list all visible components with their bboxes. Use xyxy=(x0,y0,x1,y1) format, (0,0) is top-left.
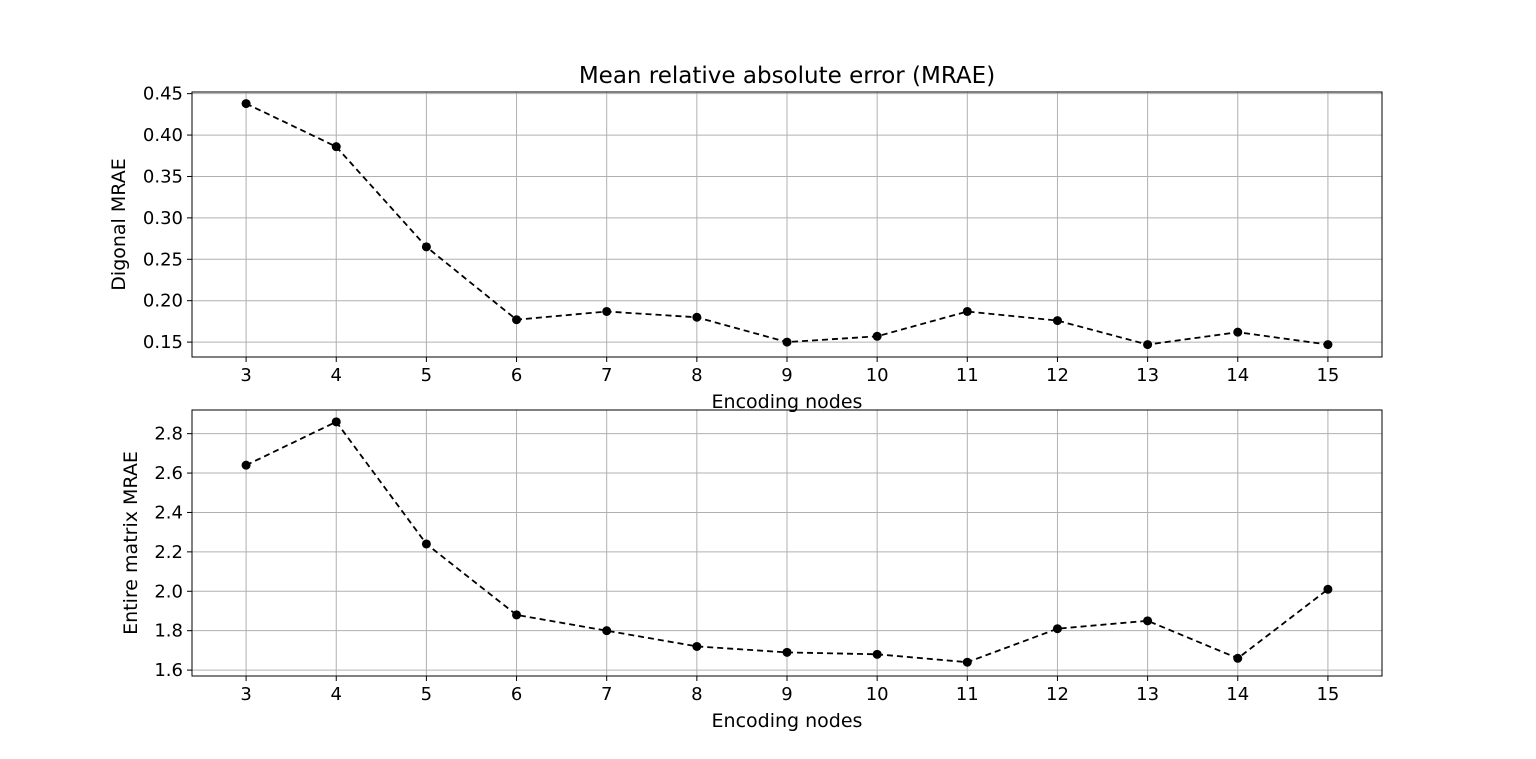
chart-title: Mean relative absolute error (MRAE) xyxy=(579,63,995,89)
series-group xyxy=(241,417,1333,667)
x-tick-label: 11 xyxy=(956,365,979,386)
grid-lines xyxy=(192,92,1382,357)
data-point xyxy=(1052,316,1062,326)
x-tick-label: 12 xyxy=(1046,684,1069,705)
data-point xyxy=(602,306,612,316)
data-point xyxy=(331,417,341,427)
data-point xyxy=(872,649,882,659)
x-tick-label: 12 xyxy=(1046,365,1069,386)
series-group xyxy=(241,99,1333,350)
data-point xyxy=(872,331,882,341)
grid-lines xyxy=(192,410,1382,676)
data-point xyxy=(331,142,341,152)
data-point xyxy=(421,242,431,252)
y-tick-label: 0.25 xyxy=(143,249,183,270)
y-tick-label: 2.6 xyxy=(154,463,183,484)
x-tick-label: 8 xyxy=(691,365,702,386)
x-tick-label: 14 xyxy=(1226,684,1249,705)
data-point xyxy=(1052,624,1062,634)
data-point xyxy=(692,641,702,651)
x-tick-label: 13 xyxy=(1136,365,1159,386)
axes-frame xyxy=(191,91,1383,358)
y-tick-label: 0.40 xyxy=(143,125,183,146)
x-tick-label: 13 xyxy=(1136,684,1159,705)
x-tick-label: 4 xyxy=(331,684,342,705)
x-tick-label: 6 xyxy=(511,365,522,386)
x-tick-label: 7 xyxy=(601,365,612,386)
plot-entire-matrix-mrae: 3 4 5 6 7 8 9 10 11 12 13 14 15 1.6 1.8 2.0 2.2 2.4 2.6 2.8… xyxy=(120,409,1383,732)
x-tick-label: 15 xyxy=(1316,365,1339,386)
x-tick-label: 11 xyxy=(956,684,979,705)
data-point xyxy=(1233,327,1243,337)
x-tick-label: 14 xyxy=(1226,365,1249,386)
x-tick-label: 10 xyxy=(866,365,889,386)
x-axis-label: Encoding nodes xyxy=(712,391,863,413)
y-tick-label: 2.8 xyxy=(154,424,183,445)
axes-frame xyxy=(191,409,1383,677)
y-tick-label: 0.45 xyxy=(143,84,183,105)
tick-labels: 3 4 5 6 7 8 9 10 11 12 13 14 15 1.6 1.8 2.0 2.2 2.4 2.6 2.8 xyxy=(154,424,1339,705)
x-tick-label: 3 xyxy=(240,365,251,386)
data-point xyxy=(512,610,522,620)
x-tick-label: 5 xyxy=(421,684,432,705)
y-axis-label: Entire matrix MRAE xyxy=(120,451,142,635)
y-tick-label: 0.35 xyxy=(143,166,183,187)
tick-marks xyxy=(187,433,1329,681)
data-point xyxy=(1323,584,1333,594)
x-tick-label: 9 xyxy=(781,365,792,386)
y-tick-label: 0.20 xyxy=(143,291,183,312)
y-tick-label: 1.8 xyxy=(154,621,183,642)
data-point xyxy=(692,312,702,322)
y-tick-label: 2.2 xyxy=(154,542,183,563)
y-tick-label: 1.6 xyxy=(154,660,183,681)
data-point xyxy=(421,539,431,549)
x-axis-label: Encoding nodes xyxy=(712,710,863,732)
x-tick-label: 6 xyxy=(511,684,522,705)
data-point xyxy=(1143,340,1153,350)
data-point xyxy=(602,626,612,636)
y-tick-label: 2.4 xyxy=(154,502,183,523)
tick-marks xyxy=(187,93,1329,362)
x-tick-label: 9 xyxy=(781,684,792,705)
x-tick-label: 7 xyxy=(601,684,612,705)
data-point xyxy=(1143,616,1153,626)
x-tick-label: 4 xyxy=(331,365,342,386)
x-tick-label: 15 xyxy=(1316,684,1339,705)
plot-diagonal-mrae: 3 4 5 6 7 8 9 10 11 12 13 14 15 0.15 0.20 0.25 0.30 0.35 0… xyxy=(108,84,1383,413)
data-point xyxy=(241,99,251,109)
y-tick-label: 0.30 xyxy=(143,208,183,229)
x-tick-label: 3 xyxy=(240,684,251,705)
data-point xyxy=(962,306,972,316)
data-point xyxy=(1233,653,1243,663)
y-tick-label: 2.0 xyxy=(154,581,183,602)
data-point xyxy=(782,337,792,347)
data-point xyxy=(962,657,972,667)
data-point xyxy=(241,460,251,470)
x-tick-label: 10 xyxy=(866,684,889,705)
y-tick-label: 0.15 xyxy=(143,332,183,353)
tick-labels: 3 4 5 6 7 8 9 10 11 12 13 14 15 0.15 0.20 0.25 0.30 0.35 0… xyxy=(143,84,1339,386)
x-tick-label: 5 xyxy=(421,365,432,386)
x-tick-label: 8 xyxy=(691,684,702,705)
data-point xyxy=(782,647,792,657)
data-point xyxy=(512,315,522,325)
data-point xyxy=(1323,340,1333,350)
y-axis-label: Digonal MRAE xyxy=(108,158,130,290)
